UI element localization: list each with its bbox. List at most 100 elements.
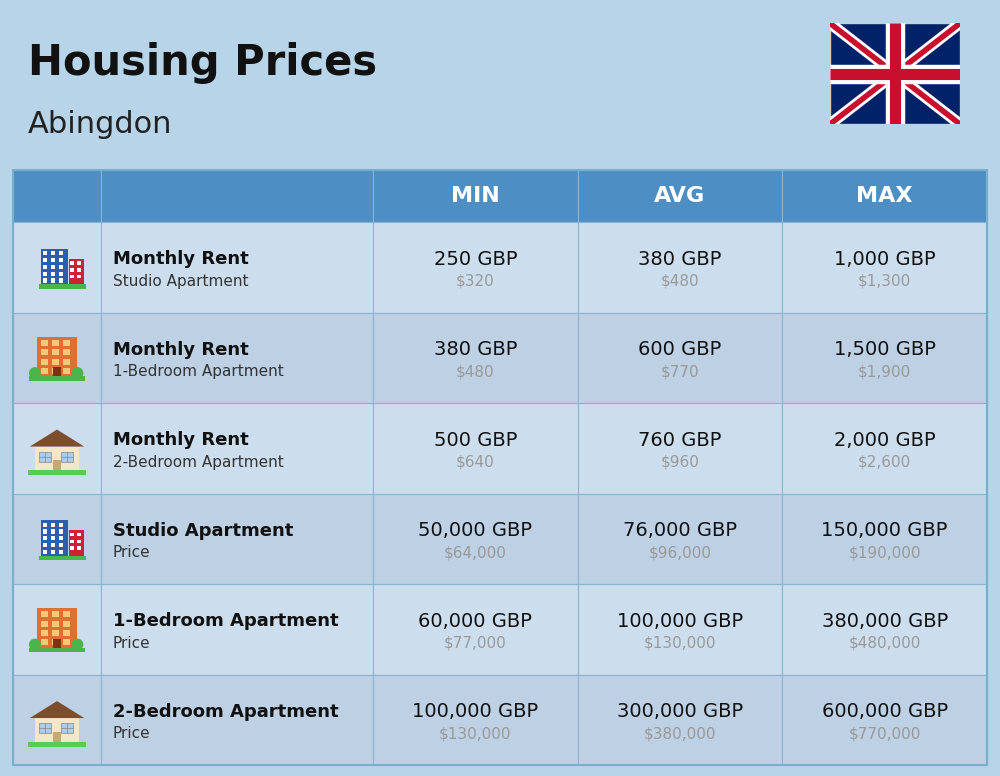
Bar bbox=[101, 494, 373, 584]
Bar bbox=[51, 536, 55, 540]
Circle shape bbox=[29, 639, 41, 650]
Bar bbox=[77, 546, 81, 550]
Text: 380,000 GBP: 380,000 GBP bbox=[822, 611, 948, 631]
Bar bbox=[63, 621, 70, 627]
Bar bbox=[782, 313, 987, 403]
Bar bbox=[578, 170, 782, 222]
Bar bbox=[59, 522, 63, 527]
Bar bbox=[101, 170, 373, 222]
Bar bbox=[51, 529, 55, 534]
Text: 760 GBP: 760 GBP bbox=[638, 431, 722, 450]
Bar bbox=[69, 258, 84, 284]
Bar bbox=[578, 584, 782, 674]
Text: $130,000: $130,000 bbox=[439, 726, 512, 741]
Bar bbox=[43, 543, 47, 547]
Bar bbox=[59, 543, 63, 547]
Text: 50,000 GBP: 50,000 GBP bbox=[418, 521, 532, 540]
Bar bbox=[59, 265, 63, 269]
Text: $640: $640 bbox=[456, 455, 495, 469]
Bar bbox=[51, 522, 55, 527]
Text: $77,000: $77,000 bbox=[444, 636, 507, 651]
Bar bbox=[373, 494, 578, 584]
Text: MAX: MAX bbox=[856, 186, 913, 206]
Bar bbox=[41, 520, 68, 557]
Text: Studio Apartment: Studio Apartment bbox=[113, 521, 293, 540]
Text: AVG: AVG bbox=[654, 186, 706, 206]
Text: $480: $480 bbox=[661, 274, 699, 289]
Text: Price: Price bbox=[113, 546, 151, 560]
Bar bbox=[101, 674, 373, 765]
Text: $320: $320 bbox=[456, 274, 495, 289]
Bar bbox=[53, 367, 61, 379]
Bar bbox=[51, 279, 55, 282]
Bar bbox=[578, 494, 782, 584]
Bar bbox=[52, 611, 59, 618]
Bar bbox=[51, 543, 55, 547]
Text: $770: $770 bbox=[661, 364, 699, 379]
Bar bbox=[41, 630, 48, 636]
Bar bbox=[77, 533, 81, 536]
Bar bbox=[39, 284, 86, 289]
Text: 600 GBP: 600 GBP bbox=[638, 340, 722, 359]
Text: $64,000: $64,000 bbox=[444, 546, 507, 560]
Bar bbox=[53, 732, 61, 743]
Bar bbox=[373, 313, 578, 403]
Bar bbox=[41, 349, 48, 355]
Bar bbox=[70, 275, 74, 279]
Bar bbox=[63, 368, 70, 374]
Text: $960: $960 bbox=[661, 455, 699, 469]
Text: Price: Price bbox=[113, 726, 151, 741]
Text: Monthly Rent: Monthly Rent bbox=[113, 250, 249, 268]
Bar bbox=[782, 170, 987, 222]
Bar bbox=[77, 275, 81, 279]
Bar bbox=[70, 262, 74, 265]
Circle shape bbox=[71, 367, 83, 379]
Bar bbox=[13, 170, 987, 765]
Bar bbox=[37, 337, 77, 379]
Bar bbox=[782, 222, 987, 313]
Bar bbox=[63, 359, 70, 365]
Text: 300,000 GBP: 300,000 GBP bbox=[617, 702, 743, 721]
Text: $480,000: $480,000 bbox=[848, 636, 921, 651]
Bar bbox=[69, 530, 84, 556]
Text: 60,000 GBP: 60,000 GBP bbox=[418, 611, 532, 631]
Text: $480: $480 bbox=[456, 364, 495, 379]
Bar bbox=[59, 272, 63, 275]
Circle shape bbox=[29, 367, 41, 379]
Text: 2-Bedroom Apartment: 2-Bedroom Apartment bbox=[113, 703, 339, 721]
Bar bbox=[373, 222, 578, 313]
Text: 1,000 GBP: 1,000 GBP bbox=[834, 250, 935, 268]
Text: 150,000 GBP: 150,000 GBP bbox=[821, 521, 948, 540]
Bar bbox=[51, 258, 55, 262]
Text: Studio Apartment: Studio Apartment bbox=[113, 274, 248, 289]
Bar bbox=[52, 349, 59, 355]
Text: MIN: MIN bbox=[451, 186, 500, 206]
Bar bbox=[41, 248, 68, 286]
Text: Housing Prices: Housing Prices bbox=[28, 42, 377, 84]
Text: $1,300: $1,300 bbox=[858, 274, 911, 289]
Bar bbox=[63, 349, 70, 355]
Bar bbox=[578, 403, 782, 494]
Bar bbox=[43, 258, 47, 262]
Bar bbox=[13, 494, 101, 584]
Bar bbox=[39, 723, 51, 733]
Bar bbox=[578, 674, 782, 765]
Bar bbox=[41, 611, 48, 618]
Bar bbox=[28, 742, 86, 747]
Text: $2,600: $2,600 bbox=[858, 455, 911, 469]
Bar bbox=[77, 262, 81, 265]
Bar bbox=[59, 550, 63, 554]
FancyBboxPatch shape bbox=[830, 23, 960, 124]
Text: 380 GBP: 380 GBP bbox=[638, 250, 722, 268]
Bar bbox=[70, 533, 74, 536]
Text: 100,000 GBP: 100,000 GBP bbox=[412, 702, 538, 721]
Bar bbox=[61, 452, 73, 462]
Bar bbox=[51, 550, 55, 554]
Text: Price: Price bbox=[113, 636, 151, 651]
Bar bbox=[43, 251, 47, 255]
Text: 1-Bedroom Apartment: 1-Bedroom Apartment bbox=[113, 364, 284, 379]
Bar bbox=[13, 170, 101, 222]
Bar bbox=[101, 313, 373, 403]
Bar bbox=[52, 621, 59, 627]
Bar bbox=[39, 452, 51, 462]
